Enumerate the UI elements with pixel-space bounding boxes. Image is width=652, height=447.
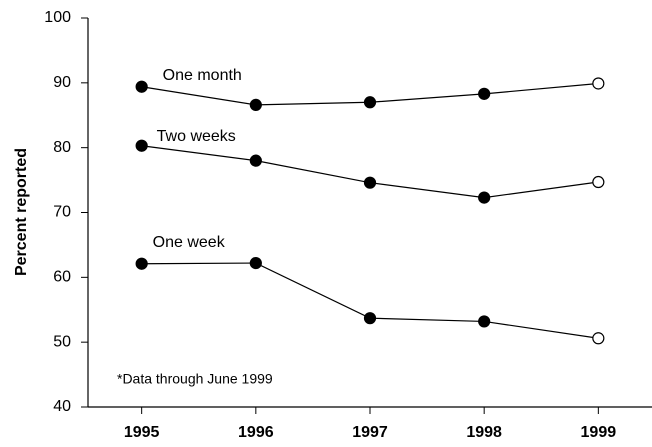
x-tick-label: 1996 — [238, 424, 274, 441]
data-point — [249, 98, 262, 111]
data-point — [363, 176, 377, 189]
data-point — [363, 312, 377, 325]
series-label: One week — [153, 234, 226, 251]
data-point — [135, 80, 148, 93]
series-label: Two weeks — [157, 128, 236, 145]
data-point — [592, 77, 605, 90]
data-point — [592, 332, 605, 345]
data-point — [249, 154, 262, 167]
y-tick-label: 80 — [53, 139, 71, 156]
y-tick-label: 60 — [53, 269, 71, 286]
data-point — [478, 191, 491, 204]
x-tick-label: 1999 — [581, 424, 617, 441]
data-point — [363, 96, 377, 109]
y-tick-label: 70 — [53, 204, 71, 221]
data-point — [478, 315, 491, 328]
data-point — [135, 139, 148, 152]
data-point — [135, 257, 148, 270]
annotation: *Data through June 1999 — [117, 371, 273, 387]
y-tick-label: 100 — [44, 9, 71, 26]
series-line — [141, 145, 599, 199]
x-tick-label: 1998 — [466, 424, 502, 441]
data-point — [478, 87, 491, 100]
y-tick-label: 90 — [53, 74, 71, 91]
x-tick-label: 1995 — [124, 424, 160, 441]
series-label: One month — [163, 67, 242, 84]
data-point — [249, 256, 262, 270]
x-tick-label: 1997 — [352, 424, 388, 441]
series-line — [141, 262, 599, 339]
y-tick-label: 40 — [53, 398, 71, 415]
y-axis-label: Percent reported — [13, 148, 30, 276]
y-tick-label: 50 — [53, 333, 71, 350]
data-point — [592, 175, 605, 189]
